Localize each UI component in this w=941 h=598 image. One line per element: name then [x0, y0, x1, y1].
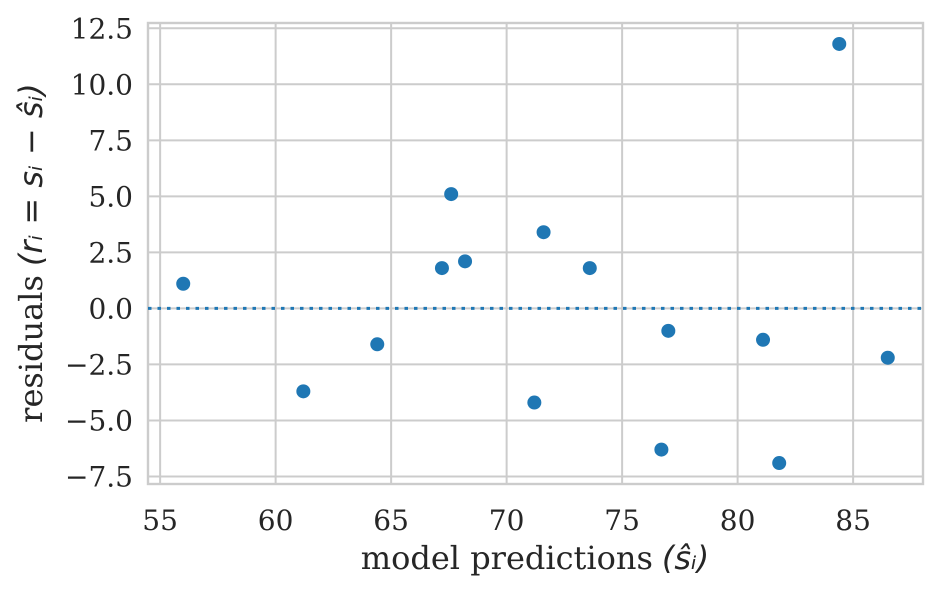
y-tick-label: 12.5: [71, 12, 133, 45]
data-point: [527, 395, 542, 410]
y-tick-label: −7.5: [65, 460, 133, 493]
data-point: [661, 323, 676, 338]
x-tick-label: 60: [258, 504, 294, 537]
data-point: [434, 261, 449, 276]
x-tick-label: 55: [142, 504, 178, 537]
data-point: [880, 350, 895, 365]
y-tick-label: 0.0: [88, 292, 133, 325]
x-axis-label: model predictions (ŝᵢ): [285, 538, 785, 578]
y-axis-label: residuals (rᵢ = sᵢ − ŝᵢ): [11, 0, 55, 513]
data-point: [772, 456, 787, 471]
y-axis-label-math: (rᵢ = sᵢ − ŝᵢ): [12, 83, 50, 267]
data-point: [458, 254, 473, 269]
y-tick-label: −2.5: [65, 348, 133, 381]
data-point: [582, 261, 597, 276]
x-axis-label-math: (ŝᵢ): [661, 539, 710, 577]
data-point: [444, 187, 459, 202]
x-tick-label: 65: [373, 504, 409, 537]
data-point: [296, 384, 311, 399]
y-tick-label: 5.0: [88, 180, 133, 213]
y-tick-label: 10.0: [71, 68, 133, 101]
data-point: [756, 332, 771, 347]
y-tick-label: 2.5: [88, 236, 133, 269]
data-point: [536, 225, 551, 240]
y-tick-label: 7.5: [88, 124, 133, 157]
y-axis-label-text: residuals: [12, 275, 50, 423]
x-tick-label: 70: [489, 504, 525, 537]
x-tick-label: 85: [835, 504, 871, 537]
data-point: [654, 442, 669, 457]
y-tick-label: −5.0: [65, 404, 133, 437]
x-tick-label: 80: [720, 504, 756, 537]
data-point: [832, 36, 847, 51]
plot-border: [146, 21, 925, 486]
x-tick-label: 75: [604, 504, 640, 537]
data-point: [370, 337, 385, 352]
data-point: [176, 276, 191, 291]
x-axis-label-text: model predictions: [360, 539, 653, 577]
